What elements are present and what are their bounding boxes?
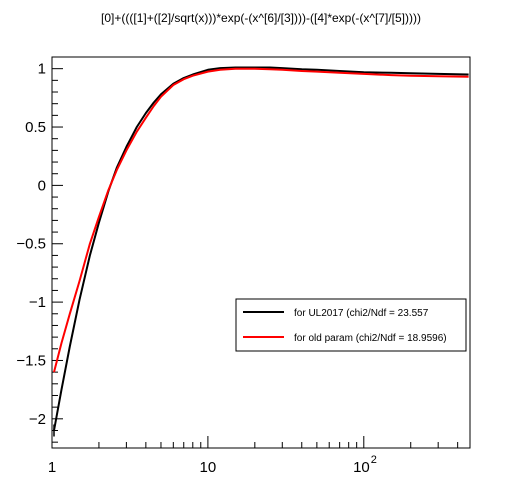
- y-axis: 1 0.5 0 −0.5 −1 −1.5 −2: [16, 56, 63, 443]
- x-tick-label: 1: [48, 459, 56, 476]
- x-tick-label: 10: [353, 459, 370, 476]
- legend: for UL2017 (chi2/Ndf = 23.557 for old par…: [235, 298, 467, 352]
- x-tick-label-group: 10 2: [353, 454, 377, 476]
- x-tick-label: 10: [200, 459, 217, 476]
- plot-area-border: [51, 56, 471, 449]
- y-tick-label: 0: [38, 177, 46, 194]
- y-tick-label: −2: [29, 411, 46, 428]
- legend-label: for old param (chi2/Ndf = 18.9596): [294, 333, 447, 344]
- legend-entry: for UL2017 (chi2/Ndf = 23.557: [243, 308, 429, 319]
- series-line-0: [53, 66, 469, 431]
- y-tick-label: −0.5: [16, 236, 46, 253]
- chart-title: [0]+((([1]+([2]/sqrt(x)))*exp(-(x^[6]/[3…: [101, 11, 421, 25]
- x-tick-label-group: 1: [48, 459, 56, 476]
- x-tick-exponent: 2: [371, 454, 377, 466]
- legend-box: [235, 298, 467, 352]
- y-tick-label: −1: [29, 294, 46, 311]
- series-line-1: [53, 67, 469, 373]
- y-tick-label: 0.5: [25, 119, 46, 136]
- x-axis: 1 10 10 2: [48, 436, 459, 476]
- y-tick-label: 1: [38, 61, 46, 78]
- x-tick-label-group: 10: [200, 459, 217, 476]
- series-layer: [53, 66, 469, 437]
- legend-entry: for old param (chi2/Ndf = 18.9596): [243, 333, 447, 344]
- legend-label: for UL2017 (chi2/Ndf = 23.557: [294, 308, 429, 319]
- y-tick-label: −1.5: [16, 352, 46, 369]
- plot-frame: [51, 56, 471, 449]
